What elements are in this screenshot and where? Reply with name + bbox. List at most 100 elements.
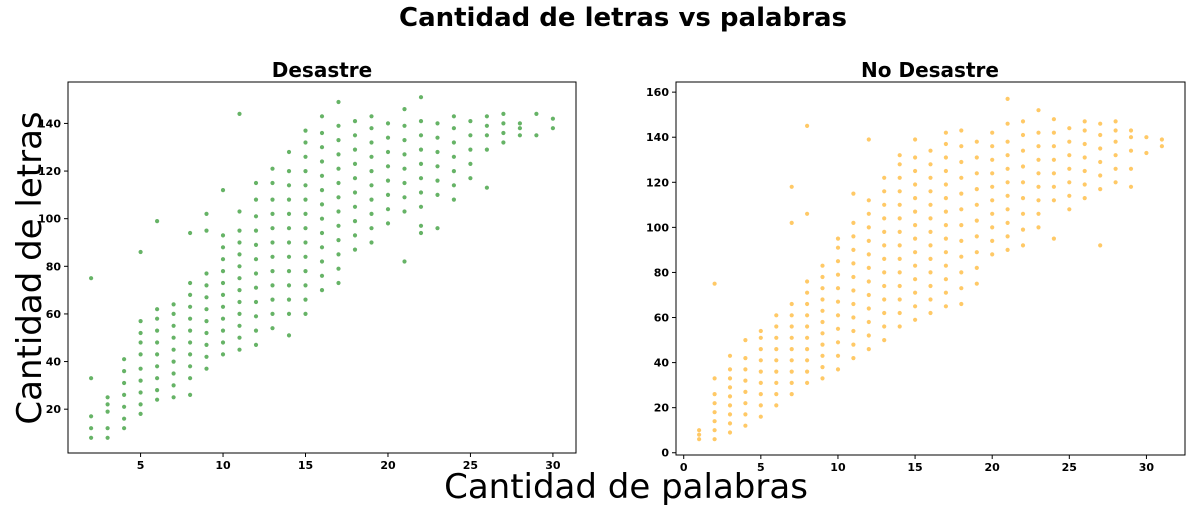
scatter-point — [1067, 193, 1072, 198]
scatter-point — [974, 218, 979, 223]
scatter-point — [1020, 164, 1026, 169]
scatter-point — [451, 197, 456, 202]
scatter-point — [913, 223, 918, 228]
scatter-point — [1020, 196, 1026, 201]
scatter-point — [943, 290, 949, 295]
scatter-point — [882, 256, 887, 261]
scatter-point — [369, 211, 374, 216]
scatter-point — [237, 111, 242, 116]
scatter-point — [882, 216, 887, 221]
scatter-point — [1051, 117, 1056, 122]
scatter-point — [319, 173, 325, 178]
scatter-point — [1036, 198, 1041, 203]
scatter-point — [897, 202, 902, 207]
scatter-point — [866, 347, 871, 352]
scatter-point — [89, 426, 94, 431]
scatter-point — [418, 223, 424, 228]
scatter-point — [1067, 153, 1072, 158]
y-tick-label: 100 — [646, 221, 669, 234]
scatter-point — [1036, 130, 1041, 135]
scatter-point — [385, 121, 391, 126]
scatter-point — [253, 180, 259, 186]
scatter-point — [237, 311, 242, 316]
scatter-point — [451, 154, 456, 159]
scatter-point — [188, 292, 193, 297]
scatter-point — [270, 283, 275, 288]
y-tick-label: 20 — [46, 403, 62, 416]
scatter-point — [319, 188, 325, 193]
scatter-point — [897, 270, 902, 275]
scatter-point — [789, 313, 794, 318]
scatter-point — [959, 286, 964, 291]
scatter-point — [820, 353, 825, 358]
y-tick-label: 120 — [38, 165, 61, 178]
scatter-point — [743, 412, 748, 417]
scatter-point — [352, 247, 358, 252]
scatter-point — [1020, 119, 1026, 124]
scatter-point — [188, 230, 193, 236]
scatter-point — [105, 426, 110, 431]
scatter-point — [138, 330, 143, 336]
scatter-point — [897, 175, 902, 180]
scatter-point — [402, 180, 407, 186]
scatter-point — [1005, 96, 1010, 101]
scatter-point — [820, 319, 825, 325]
scatter-point — [435, 192, 440, 197]
scatter-point — [188, 376, 193, 381]
scatter-point — [270, 297, 275, 302]
scatter-point — [237, 264, 242, 269]
scatter-point — [897, 162, 902, 167]
scatter-point — [89, 435, 94, 440]
scatter-point — [959, 144, 964, 149]
scatter-point — [270, 166, 275, 171]
scatter-point — [820, 263, 825, 268]
scatter-points-no-desastre — [697, 96, 1164, 442]
scatter-point — [851, 288, 856, 293]
scatter-point — [851, 274, 856, 280]
scatter-point — [1067, 166, 1072, 171]
scatter-point — [959, 223, 964, 228]
scatter-point — [758, 347, 763, 352]
scatter-point — [105, 402, 110, 407]
scatter-point — [204, 283, 209, 288]
scatter-point — [743, 378, 748, 383]
scatter-point — [805, 301, 810, 307]
scatter-point — [220, 257, 226, 262]
scatter-point — [897, 324, 902, 329]
scatter-point — [220, 233, 226, 238]
scatter-point — [253, 342, 259, 347]
scatter-point — [943, 277, 949, 282]
scatter-point — [451, 183, 456, 188]
scatter-point — [866, 252, 871, 257]
scatter-point — [959, 175, 964, 180]
scatter-point — [835, 245, 841, 250]
scatter-point — [959, 191, 964, 196]
scatter-point — [943, 236, 949, 241]
scatter-point — [286, 333, 292, 338]
scatter-point — [253, 314, 259, 319]
scatter-point — [253, 271, 259, 276]
scatter-point — [1082, 128, 1087, 133]
scatter-point — [1036, 184, 1041, 189]
scatter-point — [805, 123, 810, 128]
scatter-point — [758, 335, 763, 340]
scatter-point — [435, 121, 440, 126]
scatter-point — [1051, 144, 1056, 149]
scatter-point — [369, 154, 374, 159]
scatter-point — [1067, 139, 1072, 144]
scatter-point — [286, 240, 292, 245]
scatter-point — [171, 371, 176, 376]
scatter-point — [220, 352, 226, 357]
scatter-point — [319, 259, 325, 264]
scatter-point — [928, 162, 933, 167]
scatter-point — [866, 306, 871, 311]
scatter-point — [851, 301, 856, 307]
scatter-point — [402, 259, 407, 264]
scatter-point — [369, 240, 374, 245]
scatter-point — [286, 211, 292, 216]
scatter-point — [1098, 243, 1103, 248]
scatter-point — [743, 338, 748, 343]
scatter-point — [319, 288, 325, 293]
scatter-point — [1020, 227, 1026, 232]
scatter-point — [385, 178, 391, 183]
